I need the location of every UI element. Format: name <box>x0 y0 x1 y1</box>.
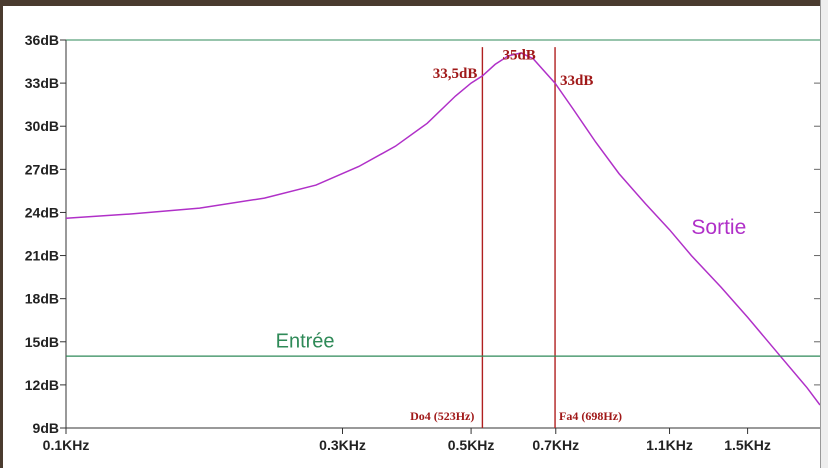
series-label-entree: Entrée <box>276 331 335 353</box>
series-labels: Sortie Entrée <box>276 216 747 353</box>
y-tick-label: 36dB <box>25 32 59 48</box>
reference-label-fa4: Fa4 (698Hz) <box>559 409 622 423</box>
y-tick-label: 33dB <box>25 75 59 91</box>
window-left-border <box>0 0 3 468</box>
y-tick-label: 18dB <box>25 291 59 307</box>
y-tick-label: 12dB <box>25 377 59 393</box>
y-tick-label: 9dB <box>33 420 59 436</box>
window-scrollbar[interactable] <box>820 0 828 468</box>
y-tick-label: 15dB <box>25 334 59 350</box>
y-tick-label: 21dB <box>25 248 59 264</box>
reference-label-do4: Do4 (523Hz) <box>410 409 474 423</box>
y-tick-label: 24dB <box>25 204 59 220</box>
frequency-response-chart: 36dB33dB30dB27dB24dB21dB18dB15dB12dB9dB … <box>25 32 821 453</box>
x-tick-label: 0.3KHz <box>319 437 366 453</box>
x-tick-label: 0.7KHz <box>532 437 579 453</box>
value-annotations: 33,5dB 35dB 33dB <box>433 47 594 89</box>
series-label-sortie: Sortie <box>691 216 746 239</box>
annotation-33-5db: 33,5dB <box>433 66 478 82</box>
series-sortie-line <box>65 52 821 406</box>
x-tick-label: 0.1KHz <box>43 437 90 453</box>
annotation-33db: 33dB <box>560 73 593 89</box>
x-tick-label: 1.5KHz <box>724 437 771 453</box>
x-tick-label: 0.5KHz <box>448 437 495 453</box>
y-tick-label: 30dB <box>25 118 59 134</box>
series-layer <box>65 52 821 406</box>
window-top-border <box>0 0 828 6</box>
x-axis: 0.1KHz 0.3KHz 0.5KHz 0.7KHz 1.1KHz 1.5KHz <box>43 427 820 453</box>
annotation-35db: 35dB <box>502 47 535 63</box>
y-axis: 36dB 33dB 30dB 27dB 24dB 21dB 18dB 15dB 12dB 9dB <box>25 32 820 436</box>
y-tick-label: 27dB <box>25 161 59 177</box>
x-tick-label: 1.1KHz <box>646 437 693 453</box>
reference-lines: Do4 (523Hz) Fa4 (698Hz) <box>410 47 622 428</box>
